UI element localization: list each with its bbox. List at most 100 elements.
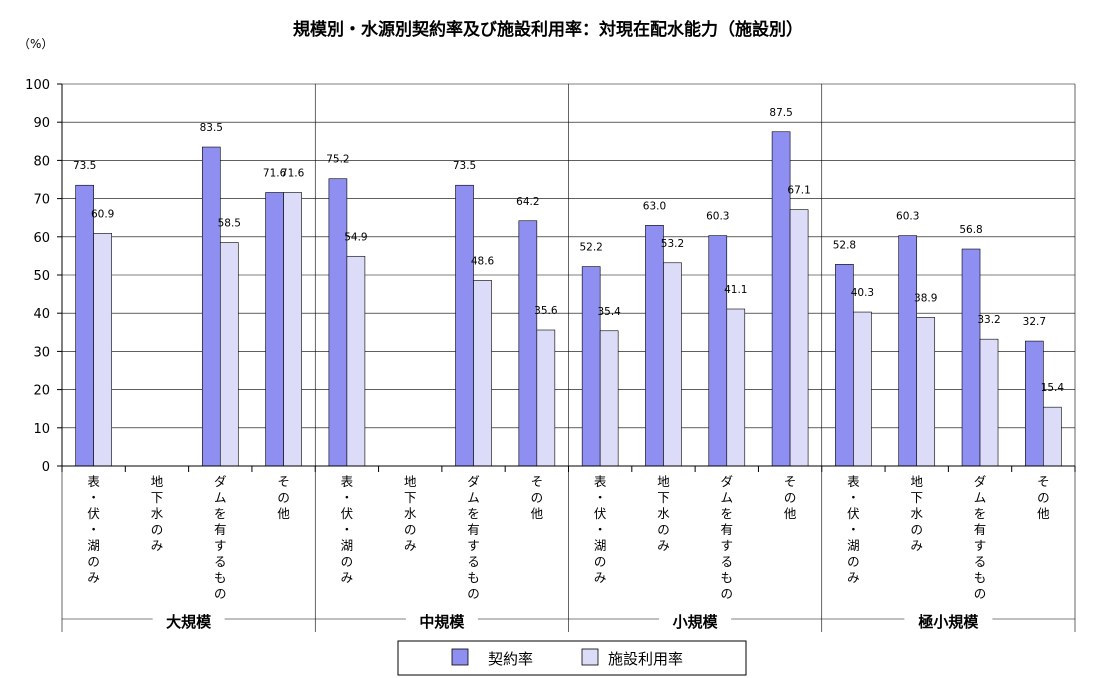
category-labels: 表・伏・湖のみ 地下水のみ ダムを有するもの その他 表・伏・湖のみ 地下水のみ ダムを有す… bbox=[87, 474, 1050, 601]
bar-contract-rate bbox=[455, 184, 474, 467]
bar-facility-utilization bbox=[346, 255, 366, 467]
category-label: その他 bbox=[1037, 474, 1050, 521]
group-separators bbox=[314, 84, 823, 466]
data-label: 53.2 bbox=[661, 238, 684, 250]
bar-facility-utilization bbox=[93, 233, 112, 467]
bar-facility-utilization bbox=[789, 209, 809, 467]
data-label: 58.5 bbox=[218, 218, 241, 230]
bar-contract-rate bbox=[518, 220, 538, 467]
data-label: 38.9 bbox=[914, 292, 937, 304]
bar-facility-utilization bbox=[916, 317, 936, 467]
bar-facility-utilization bbox=[599, 330, 619, 467]
y-tick-label: 80 bbox=[33, 154, 50, 169]
data-label: 75.2 bbox=[326, 154, 349, 166]
data-label: 60.3 bbox=[896, 211, 919, 223]
category-label: ダムを有するもの bbox=[214, 474, 227, 601]
bar-contract-rate bbox=[265, 192, 284, 467]
bar-contract-rate bbox=[645, 225, 664, 467]
legend-label-facility-utilization: 施設利用率 bbox=[608, 650, 683, 668]
category-label: 地下水のみ bbox=[151, 474, 164, 553]
data-label: 33.2 bbox=[977, 314, 1000, 326]
y-tick-label: 10 bbox=[33, 422, 50, 437]
data-label: 35.4 bbox=[597, 306, 621, 318]
y-tick-label: 50 bbox=[33, 269, 50, 284]
data-label: 52.8 bbox=[833, 239, 856, 251]
legend-swatch-contract-rate bbox=[451, 648, 469, 666]
y-tick-label: 30 bbox=[33, 345, 50, 360]
category-label: ダムを有するもの bbox=[467, 474, 480, 601]
bar-contract-rate bbox=[201, 146, 221, 467]
bar-contract-rate bbox=[581, 266, 601, 467]
y-axis-unit: （%） bbox=[18, 37, 53, 51]
category-label: 表・伏・湖のみ bbox=[341, 474, 354, 585]
bar-facility-utilization bbox=[473, 280, 492, 467]
legend: 契約率 施設利用率 bbox=[397, 640, 747, 676]
y-tick-label: 20 bbox=[33, 384, 50, 399]
category-label: その他 bbox=[531, 474, 544, 521]
bar-facility-utilization bbox=[1043, 406, 1062, 467]
data-label: 52.2 bbox=[579, 242, 602, 254]
data-label: 48.6 bbox=[471, 255, 495, 267]
group-label: 小規模 bbox=[673, 613, 719, 631]
data-label: 83.5 bbox=[200, 122, 223, 134]
category-label: ダムを有するもの bbox=[721, 474, 734, 601]
bar-contract-rate bbox=[898, 235, 918, 467]
data-label: 40.3 bbox=[851, 287, 874, 299]
legend-swatch-facility-utilization bbox=[581, 648, 599, 666]
category-label: ダムを有するもの bbox=[974, 474, 987, 601]
data-label: 15.4 bbox=[1041, 382, 1065, 394]
category-label: 表・伏・湖のみ bbox=[87, 474, 100, 585]
bar-facility-utilization bbox=[663, 262, 682, 467]
bar-facility-utilization bbox=[726, 308, 746, 467]
category-label: その他 bbox=[277, 474, 290, 521]
category-label: 表・伏・湖のみ bbox=[847, 474, 860, 585]
category-label: 地下水のみ bbox=[910, 474, 923, 553]
y-tick-label: 70 bbox=[33, 193, 50, 208]
bar-contract-rate bbox=[1025, 340, 1044, 467]
bar-contract-rate bbox=[328, 178, 348, 467]
bar-contract-rate bbox=[708, 235, 728, 467]
bar-contract-rate bbox=[961, 248, 981, 467]
data-label: 60.3 bbox=[706, 211, 729, 223]
y-tick-label: 40 bbox=[33, 307, 50, 322]
data-label: 73.5 bbox=[73, 160, 96, 172]
group-label: 中規模 bbox=[419, 613, 465, 631]
bar-contract-rate bbox=[75, 184, 94, 467]
data-label: 54.9 bbox=[344, 231, 367, 243]
y-tick-label: 90 bbox=[33, 116, 50, 131]
data-label: 41.1 bbox=[724, 284, 747, 296]
data-label: 35.6 bbox=[534, 305, 558, 317]
data-label: 67.1 bbox=[787, 185, 810, 197]
bar-contract-rate bbox=[771, 131, 791, 467]
category-label: その他 bbox=[784, 474, 797, 521]
y-tick-label: 60 bbox=[33, 231, 50, 246]
category-label: 表・伏・湖のみ bbox=[594, 474, 607, 585]
data-label: 87.5 bbox=[769, 107, 792, 119]
y-tick-label: 100 bbox=[25, 78, 50, 93]
y-tick-label: 0 bbox=[42, 460, 50, 475]
y-axis-ticks: 0 10 20 30 40 50 60 70 80 90 100 bbox=[25, 78, 62, 475]
bars bbox=[75, 131, 1062, 467]
bar-facility-utilization bbox=[979, 338, 999, 467]
legend-label-contract-rate: 契約率 bbox=[488, 650, 533, 668]
group-label: 大規模 bbox=[166, 613, 212, 631]
category-label: 地下水のみ bbox=[404, 474, 417, 553]
bar-facility-utilization bbox=[536, 329, 556, 467]
data-label: 71.6 bbox=[281, 167, 305, 179]
legend-box bbox=[397, 640, 747, 676]
data-labels: 73.5 60.9 83.5 58.5 71.671.6 75.2 54.9 73.5 48.6… bbox=[73, 107, 1064, 394]
bar-facility-utilization bbox=[853, 311, 872, 467]
data-label: 32.7 bbox=[1023, 316, 1046, 328]
data-label: 73.5 bbox=[453, 160, 476, 172]
data-label: 60.9 bbox=[91, 208, 114, 220]
bar-facility-utilization bbox=[219, 242, 239, 467]
data-label: 56.8 bbox=[959, 224, 982, 236]
group-labels: 大規模 中規模 小規模 極小規模 bbox=[61, 466, 1076, 632]
data-label: 64.2 bbox=[516, 196, 539, 208]
chart-title: 規模別・水源別契約率及び施設利用率：対現在配水能力（施設別） bbox=[293, 19, 803, 40]
data-label: 63.0 bbox=[643, 200, 666, 212]
category-label: 地下水のみ bbox=[657, 474, 670, 553]
data-label: 71.6 bbox=[263, 167, 287, 179]
bar-facility-utilization bbox=[283, 192, 302, 467]
